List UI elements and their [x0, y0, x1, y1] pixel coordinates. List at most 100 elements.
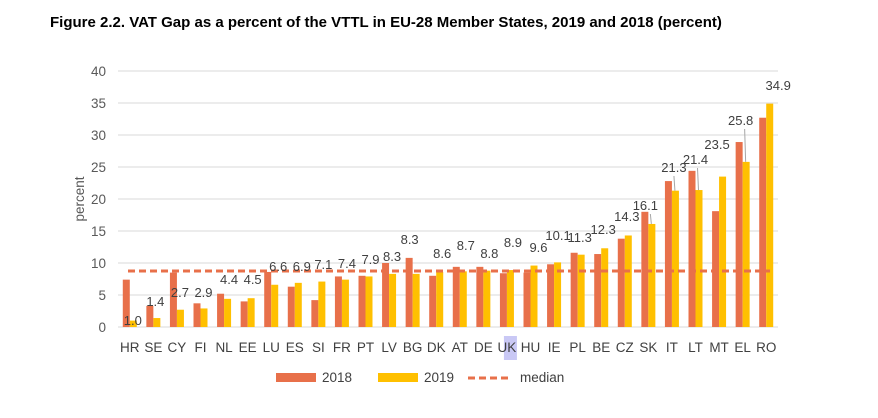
- bar-2019-uk: [506, 270, 514, 327]
- bar-2019-fi: [200, 308, 208, 327]
- bar-2018-pl: [570, 252, 578, 327]
- category-label-hu: HU: [521, 340, 541, 355]
- category-highlight: [503, 336, 517, 360]
- category-label-lu: LU: [263, 340, 280, 355]
- bar-2018-cy: [169, 272, 177, 327]
- bar-2019-hu: [530, 265, 538, 327]
- bar-2019-ie: [554, 262, 562, 327]
- data-label-hu: 9.6: [529, 240, 547, 255]
- data-label-sk: 16.1: [633, 198, 658, 213]
- data-label-it: 21.3: [661, 160, 686, 175]
- bar-2018-lt: [688, 170, 696, 327]
- data-label-dk: 8.6: [433, 246, 451, 261]
- bar-2018-at: [452, 266, 460, 327]
- bar-2019-fr: [341, 279, 349, 327]
- bar-2018-es: [287, 286, 295, 327]
- bar-2018-hr: [122, 279, 130, 327]
- y-tick-labels: 0 5 10 15 20 25 30 35 40: [91, 64, 106, 335]
- data-label-fi: 2.9: [194, 285, 212, 300]
- bar-2019-es: [294, 282, 302, 327]
- y-tick-label: 35: [91, 96, 106, 111]
- data-label-lv: 8.3: [383, 249, 401, 264]
- y-tick-label: 30: [91, 128, 106, 143]
- category-label-it: IT: [666, 340, 678, 355]
- bar-2019-si: [318, 281, 326, 327]
- data-label-es: 6.9: [293, 259, 311, 274]
- y-tick-label: 15: [91, 224, 106, 239]
- figure-title: Figure 2.2. VAT Gap as a percent of the …: [50, 14, 722, 31]
- bar-2018-sk: [641, 211, 649, 327]
- category-label-ie: IE: [548, 340, 561, 355]
- bar-2018-it: [664, 181, 672, 327]
- data-label-si: 7.1: [314, 257, 332, 272]
- data-label-bg: 8.3: [401, 232, 419, 247]
- bar-2019-de: [483, 270, 491, 327]
- legend-label-2018: 2018: [322, 370, 352, 385]
- y-tick-label: 0: [98, 320, 106, 335]
- data-label-uk: 8.9: [504, 235, 522, 250]
- bar-2018-ie: [547, 264, 555, 327]
- bar-2019-sk: [648, 223, 656, 327]
- bar-2018-ro: [759, 117, 767, 327]
- bar-2018-bg: [405, 257, 413, 327]
- bar-2018-dk: [429, 275, 437, 327]
- data-label-pl: 11.3: [567, 230, 591, 245]
- data-label-cz: 14.3: [614, 209, 639, 224]
- bar-2019-mt: [719, 176, 727, 327]
- bar-2019-bg: [412, 273, 420, 327]
- y-axis-title: percent: [72, 176, 87, 221]
- data-label-be: 12.3: [591, 222, 616, 237]
- bar-2018-lu: [264, 271, 272, 327]
- category-label-lt: LT: [688, 340, 703, 355]
- bar-2019-nl: [224, 298, 232, 327]
- bar-2018-de: [476, 266, 484, 327]
- category-label-fi: FI: [195, 340, 207, 355]
- data-label-ie: 10.1: [545, 228, 570, 243]
- category-label-se: SE: [144, 340, 162, 355]
- connector-it: [673, 175, 676, 191]
- bar-2019-hr: [129, 320, 137, 327]
- y-tick-label: 5: [98, 288, 106, 303]
- category-label-be: BE: [592, 340, 610, 355]
- bar-2018-pt: [358, 275, 366, 327]
- bar-2019-lu: [271, 284, 279, 327]
- legend-label-2019: 2019: [424, 370, 454, 385]
- category-label-mt: MT: [709, 340, 729, 355]
- category-label-pt: PT: [357, 340, 374, 355]
- data-label-hr: 1.0: [124, 313, 142, 328]
- connector-lt: [697, 167, 699, 191]
- category-label-nl: NL: [215, 340, 233, 355]
- connector-sk: [649, 213, 652, 225]
- data-label-se: 1.4: [146, 294, 164, 309]
- bar-2018-se: [146, 305, 154, 327]
- data-label-lu: 6.6: [269, 259, 287, 274]
- category-label-cy: CY: [168, 340, 187, 355]
- category-label-cz: CZ: [616, 340, 634, 355]
- data-labels: 1.0 1.4 2.7 2.9 4.4 4.5 6.6 6.9 7.1 7.4 7.9 8.38.3 8…: [124, 78, 791, 328]
- bar-2019-dk: [436, 271, 444, 327]
- bar-2019-cz: [624, 235, 632, 327]
- category-label-de: DE: [474, 340, 493, 355]
- category-label-bg: BG: [403, 340, 423, 355]
- data-label-ro: 34.9: [766, 78, 791, 93]
- legend-swatch-2019: [378, 373, 418, 382]
- bar-2018-lv: [382, 263, 390, 327]
- category-label-pl: PL: [569, 340, 586, 355]
- category-label-uk: UK: [498, 340, 517, 355]
- category-label-ro: RO: [756, 340, 776, 355]
- legend-label-median: median: [520, 370, 564, 385]
- category-label-el: EL: [734, 340, 751, 355]
- bar-2019-pt: [365, 276, 373, 327]
- category-label-at: AT: [452, 340, 468, 355]
- category-label-si: SI: [312, 340, 325, 355]
- category-label-hr: HR: [120, 340, 140, 355]
- data-label-cy: 2.7: [171, 285, 189, 300]
- category-label-dk: DK: [427, 340, 446, 355]
- data-label-de: 8.8: [480, 246, 498, 261]
- category-label-ee: EE: [239, 340, 257, 355]
- data-label-lt: 21.4: [683, 152, 708, 167]
- bar-2018-si: [311, 300, 319, 327]
- data-label-pt: 7.9: [361, 252, 379, 267]
- legend: 2018 2019 median: [276, 370, 564, 385]
